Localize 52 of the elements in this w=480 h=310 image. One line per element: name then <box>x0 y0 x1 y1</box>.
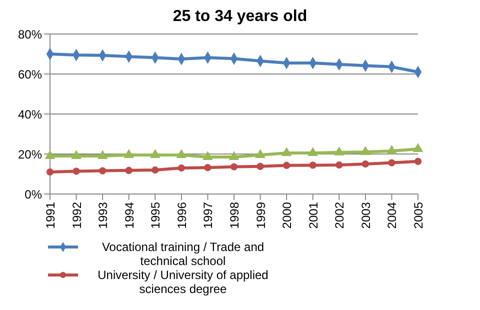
point <box>98 167 106 174</box>
x-tick-label: 2004 <box>385 202 400 229</box>
point <box>229 152 239 160</box>
point <box>255 150 266 158</box>
point <box>72 168 80 175</box>
x-tick-label: 1998 <box>228 202 242 229</box>
x-tick-label: 1996 <box>174 202 189 229</box>
point <box>124 150 134 158</box>
point <box>202 152 213 160</box>
point <box>309 162 316 169</box>
y-tick-label: 80% <box>18 27 42 42</box>
point <box>282 162 290 169</box>
y-tick-label: 0% <box>24 187 42 202</box>
point <box>336 161 343 169</box>
point <box>71 150 82 159</box>
point <box>46 168 54 176</box>
x-tick-label: 1991 <box>44 202 58 229</box>
chart-title: 25 to 34 years old <box>172 8 308 26</box>
point <box>282 148 292 156</box>
x-tick-label: 1999 <box>254 202 268 229</box>
point <box>152 166 159 174</box>
x-tick-label: 2000 <box>280 202 294 229</box>
point <box>176 150 186 158</box>
point <box>334 146 344 156</box>
x-tick-label: 1993 <box>96 202 110 229</box>
y-tick-label: 20% <box>18 147 42 162</box>
legend-label: University / University of applied sciences degree <box>96 268 270 296</box>
x-tick-label: 1994 <box>122 202 136 229</box>
point <box>413 144 423 152</box>
y-tick-label: 60% <box>18 67 42 82</box>
point <box>178 164 186 172</box>
point <box>362 160 370 168</box>
point <box>388 159 396 166</box>
x-tick-label: 2001 <box>306 202 320 229</box>
point <box>360 146 370 155</box>
x-tick-label: 2002 <box>332 202 347 229</box>
point <box>98 150 108 159</box>
x-tick-label: 1992 <box>70 202 84 229</box>
point <box>256 162 264 170</box>
point <box>230 163 238 170</box>
point <box>308 148 318 156</box>
point <box>204 164 212 172</box>
point <box>125 166 132 174</box>
point <box>150 150 160 158</box>
y-tick-label: 40% <box>18 107 42 122</box>
x-tick-label: 1997 <box>201 202 216 229</box>
legend-label: Vocational training / Trade and technical school <box>100 240 266 268</box>
x-tick-label: 1995 <box>148 202 163 229</box>
x-tick-label: 2005 <box>412 202 426 229</box>
point <box>414 158 422 165</box>
point <box>386 146 397 154</box>
x-tick-label: 2003 <box>358 202 373 229</box>
